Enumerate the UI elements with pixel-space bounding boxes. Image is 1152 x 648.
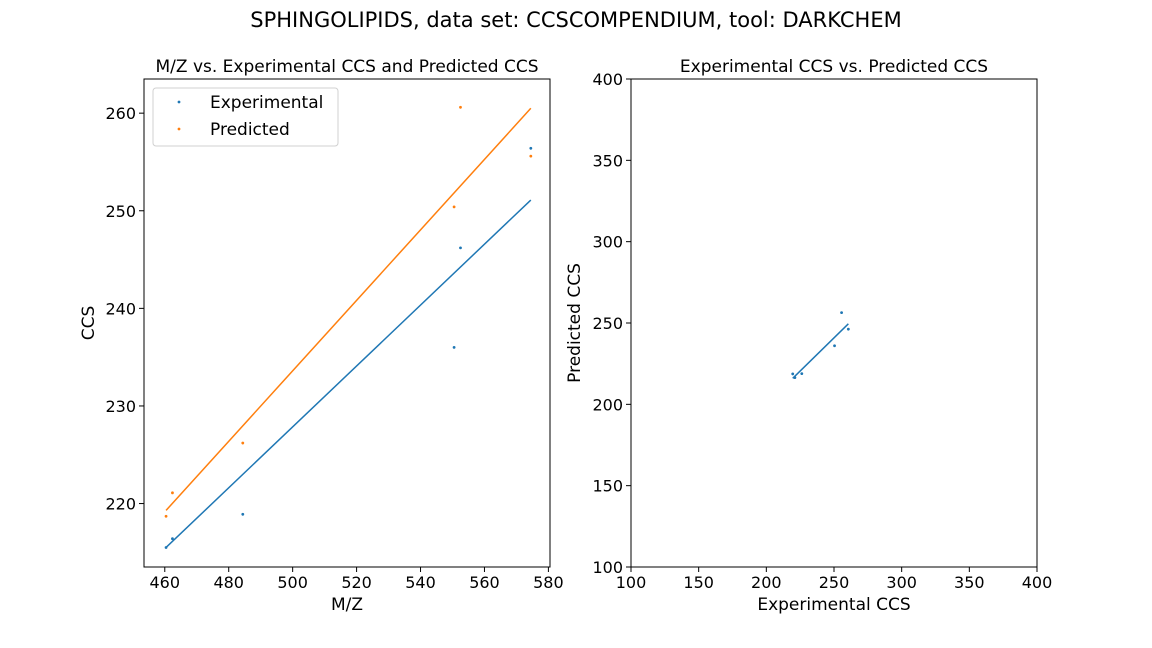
plot-frame: [630, 78, 1038, 568]
data-point: [791, 372, 795, 376]
y-axis-label: Predicted CCS: [565, 263, 585, 383]
x-tick-label: 150: [683, 573, 714, 592]
series-predicted-vs-experimental: [791, 311, 850, 380]
data-point: [452, 205, 456, 209]
series-predicted: [164, 105, 533, 518]
fit-line: [165, 107, 532, 511]
series-experimental: [164, 146, 533, 549]
data-point: [164, 546, 168, 549]
y-tick-label: 220: [105, 495, 136, 514]
y-tick-label: 100: [592, 558, 623, 577]
y-tick-label: 260: [105, 104, 136, 123]
plot-panel-1: M/Z vs. Experimental CCS and Predicted C…: [79, 57, 564, 615]
x-tick-label: 560: [469, 573, 500, 592]
plot-frame: [143, 78, 551, 568]
data-point: [529, 146, 533, 150]
panel-title: M/Z vs. Experimental CCS and Predicted C…: [156, 57, 539, 77]
x-tick-label: 580: [533, 573, 564, 592]
figure-title: SPHINGOLIPIDS, data set: CCSCOMPENDIUM, …: [250, 8, 902, 32]
data-point: [171, 491, 174, 495]
panel-title: Experimental CCS vs. Predicted CCS: [680, 57, 988, 77]
x-tick-label: 250: [819, 573, 850, 592]
y-tick-label: 400: [592, 70, 623, 89]
y-tick-label: 200: [592, 395, 623, 414]
y-tick-label: 150: [592, 477, 623, 496]
x-tick-label: 300: [886, 573, 917, 592]
data-point: [840, 311, 843, 314]
data-point: [452, 346, 456, 349]
data-point: [459, 105, 462, 109]
y-tick-label: 240: [105, 299, 136, 318]
data-point: [793, 376, 797, 380]
x-tick-label: 200: [751, 573, 782, 592]
y-tick-label: 250: [105, 202, 136, 221]
legend-label: Predicted: [210, 120, 290, 140]
data-point: [241, 512, 245, 516]
legend-box: [152, 87, 339, 147]
legend-label: Experimental: [210, 93, 323, 113]
legend: Experimental Predicted: [152, 87, 339, 147]
x-tick-label: 540: [405, 573, 436, 592]
x-tick-label: 400: [1022, 573, 1053, 592]
y-tick-label: 250: [592, 314, 623, 333]
x-tick-label: 500: [277, 573, 308, 592]
data-point: [846, 327, 850, 331]
x-tick-label: 460: [150, 573, 181, 592]
data-point: [459, 246, 462, 250]
data-point: [529, 154, 533, 158]
x-tick-label: 480: [213, 573, 244, 592]
fit-line: [792, 323, 849, 379]
y-tick-label: 300: [592, 233, 623, 252]
plot-panel-2: Experimental CCS vs. Predicted CCS 100 150…: [565, 57, 1052, 615]
data-point: [241, 441, 245, 445]
y-axis-label: CCS: [79, 306, 99, 341]
x-tick-label: 520: [341, 573, 372, 592]
legend-marker: [177, 100, 181, 104]
fit-line: [165, 199, 532, 549]
x-tick-label: 350: [954, 573, 985, 592]
data-point: [171, 537, 174, 541]
x-axis-label: Experimental CCS: [757, 595, 910, 615]
data-point: [164, 514, 168, 518]
y-tick-label: 350: [592, 151, 623, 170]
x-tick-label: 100: [616, 573, 647, 592]
x-axis-label: M/Z: [331, 595, 363, 615]
data-point: [800, 372, 804, 375]
legend-marker: [177, 127, 181, 131]
data-point: [833, 344, 836, 348]
y-tick-label: 230: [105, 397, 136, 416]
